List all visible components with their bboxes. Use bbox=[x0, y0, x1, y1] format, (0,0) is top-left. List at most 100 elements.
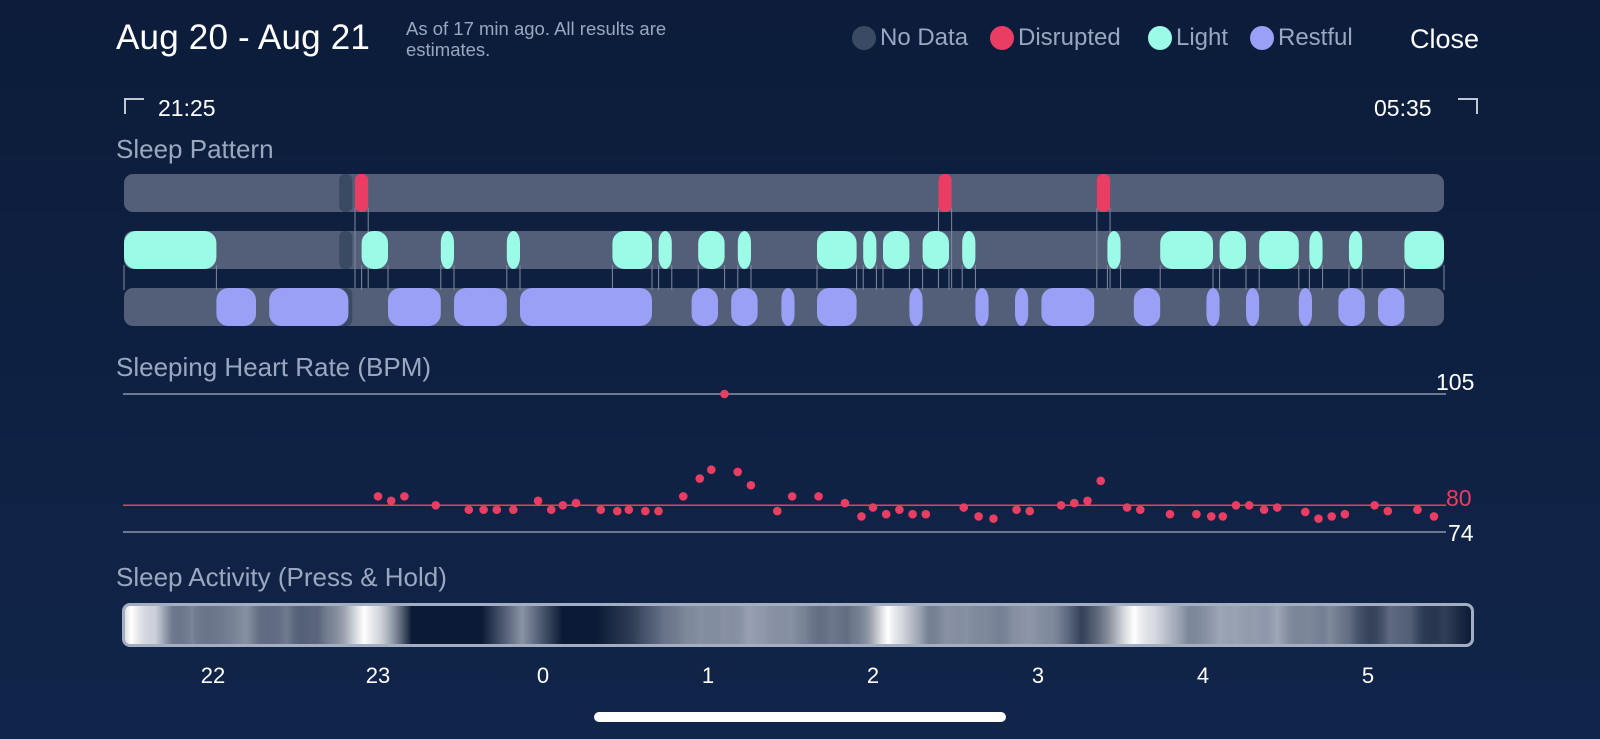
hr-point bbox=[492, 505, 502, 515]
sleep-activity-bar[interactable] bbox=[122, 603, 1474, 647]
light-segment bbox=[1259, 231, 1299, 269]
hr-point bbox=[509, 505, 518, 515]
hr-point bbox=[558, 500, 568, 510]
light-segment bbox=[817, 231, 857, 269]
light-segment bbox=[1160, 231, 1213, 269]
hr-point bbox=[746, 480, 756, 490]
hr-point bbox=[814, 492, 823, 501]
sleep-pattern-title: Sleep Pattern bbox=[116, 134, 274, 164]
hr-point bbox=[431, 500, 441, 510]
light-segment bbox=[883, 231, 910, 269]
estimate-note: As of 17 min ago. All results are estima… bbox=[406, 18, 667, 60]
hr-point bbox=[1231, 500, 1241, 510]
hr-point bbox=[1136, 505, 1145, 515]
hr-point bbox=[787, 492, 797, 501]
hr-point bbox=[921, 509, 931, 519]
restful-segment bbox=[731, 288, 758, 326]
close-button[interactable]: Close bbox=[1410, 24, 1480, 54]
date-range-title: Aug 20 - Aug 21 bbox=[116, 18, 371, 57]
disrupted-segment bbox=[938, 174, 952, 212]
hr-point bbox=[1314, 514, 1323, 523]
hr-point bbox=[386, 496, 396, 506]
hr-point bbox=[546, 505, 556, 515]
x-axis-label: 4 bbox=[1196, 663, 1210, 688]
hr-point bbox=[612, 506, 622, 516]
light-segment bbox=[612, 231, 652, 269]
hr-point bbox=[1340, 509, 1350, 519]
end-bracket-icon bbox=[1458, 98, 1478, 114]
x-axis-label: 22 bbox=[200, 663, 226, 688]
hr-point bbox=[1206, 512, 1216, 521]
pattern-track-0 bbox=[124, 174, 1444, 212]
restful-segment bbox=[1206, 288, 1220, 326]
restful-segment bbox=[975, 288, 989, 326]
home-indicator[interactable] bbox=[594, 712, 1006, 722]
hr-point bbox=[840, 498, 850, 508]
restful-segment bbox=[216, 288, 256, 326]
hr-point bbox=[533, 496, 543, 506]
hr-point bbox=[1056, 500, 1066, 510]
light-segment bbox=[506, 231, 520, 269]
light-segment bbox=[1107, 231, 1121, 269]
light-segment bbox=[361, 231, 388, 269]
start-bracket-icon bbox=[124, 98, 144, 114]
hr-point bbox=[1165, 509, 1175, 519]
no-data-dot-icon bbox=[852, 26, 876, 50]
disrupted-segment bbox=[1096, 174, 1111, 212]
light-segment bbox=[863, 231, 877, 269]
hr-point bbox=[974, 512, 983, 521]
restful-segment bbox=[1246, 288, 1260, 326]
disrupted-dot-icon bbox=[990, 26, 1014, 50]
hr-point bbox=[654, 506, 663, 516]
restful-segment bbox=[454, 288, 507, 326]
heart-rate-title: Sleeping Heart Rate (BPM) bbox=[116, 352, 432, 382]
hr-point bbox=[1301, 507, 1310, 517]
restful-segment bbox=[1015, 288, 1029, 326]
restful-segment bbox=[520, 288, 652, 326]
light-dot-icon bbox=[1148, 26, 1172, 50]
hr-point bbox=[1218, 512, 1228, 521]
restful-segment bbox=[269, 288, 349, 326]
disrupted-segment bbox=[355, 174, 369, 212]
hr-point bbox=[1429, 512, 1439, 521]
hr-point bbox=[464, 505, 474, 515]
restful-segment bbox=[1378, 288, 1405, 326]
hr-point bbox=[1259, 505, 1269, 515]
restful-segment bbox=[781, 288, 795, 326]
hr-min-label: 74 bbox=[1448, 520, 1474, 546]
x-axis-label: 0 bbox=[536, 663, 550, 688]
x-axis-label: 1 bbox=[701, 663, 715, 688]
light-segment bbox=[440, 231, 454, 269]
hr-point bbox=[1096, 476, 1105, 486]
x-axis-label: 5 bbox=[1361, 663, 1375, 688]
start-time: 21:25 bbox=[158, 95, 216, 121]
x-axis-label: 2 bbox=[866, 663, 880, 688]
hr-point bbox=[989, 514, 998, 523]
legend-disrupted: Disrupted bbox=[990, 24, 1121, 52]
hr-avg-label: 80 bbox=[1446, 485, 1472, 511]
hr-point bbox=[1122, 503, 1132, 512]
light-segment bbox=[922, 231, 949, 269]
x-axis-label: 3 bbox=[1031, 663, 1045, 688]
no-data-segment bbox=[339, 231, 353, 269]
legend-label: Restful bbox=[1278, 24, 1353, 51]
x-axis-label: 23 bbox=[365, 663, 391, 688]
legend-label: Disrupted bbox=[1018, 24, 1121, 51]
sleep-activity-title: Sleep Activity (Press & Hold) bbox=[116, 562, 447, 592]
end-time: 05:35 bbox=[1374, 95, 1432, 121]
hr-point bbox=[908, 509, 917, 519]
restful-dot-icon bbox=[1250, 26, 1274, 50]
light-segment bbox=[1309, 231, 1323, 269]
hr-point bbox=[1244, 500, 1254, 510]
hr-point bbox=[868, 503, 878, 512]
light-segment bbox=[658, 231, 672, 269]
legend-label: Light bbox=[1176, 24, 1229, 51]
light-segment bbox=[124, 231, 217, 269]
restful-segment bbox=[1298, 288, 1312, 326]
hr-point bbox=[959, 503, 969, 512]
light-segment bbox=[1348, 231, 1363, 269]
hr-point bbox=[1327, 512, 1336, 521]
hr-point bbox=[678, 492, 688, 501]
